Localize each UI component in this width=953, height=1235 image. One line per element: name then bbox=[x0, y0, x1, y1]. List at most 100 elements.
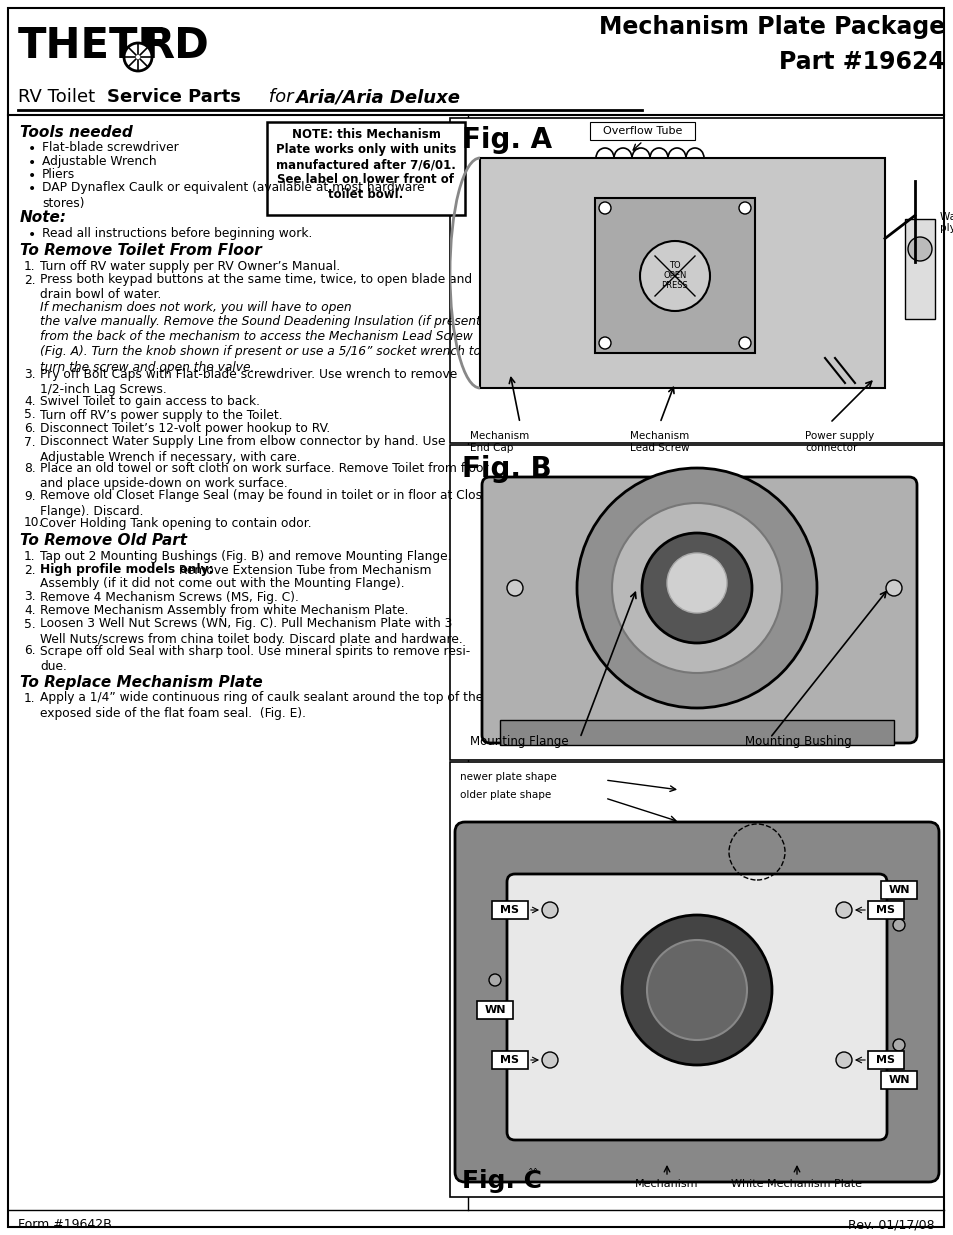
Text: Swivel Toilet to gain access to back.: Swivel Toilet to gain access to back. bbox=[40, 395, 260, 408]
Text: 1.: 1. bbox=[24, 550, 35, 563]
Text: •: • bbox=[28, 183, 36, 196]
Bar bbox=[492, 902, 527, 919]
Text: newer plate shape: newer plate shape bbox=[459, 772, 557, 782]
Text: Scrape off old Seal with sharp tool. Use mineral spirits to remove resi-
due.: Scrape off old Seal with sharp tool. Use… bbox=[40, 645, 470, 673]
Text: Assembly (if it did not come out with the Mounting Flange).: Assembly (if it did not come out with th… bbox=[40, 577, 404, 590]
FancyBboxPatch shape bbox=[455, 823, 938, 1182]
Bar bbox=[595, 198, 754, 353]
Text: WN: WN bbox=[887, 885, 909, 895]
Text: NOTE: this Mechanism
Plate works only with units
manufactured after 7/6/01.
See : NOTE: this Mechanism Plate works only wi… bbox=[275, 128, 456, 201]
Text: DAP Dynaflex Caulk or equivalent (available at most hardware
stores): DAP Dynaflex Caulk or equivalent (availa… bbox=[42, 182, 424, 210]
Text: Note:: Note: bbox=[20, 210, 67, 226]
Text: •: • bbox=[28, 227, 36, 242]
Text: 5.: 5. bbox=[24, 618, 35, 631]
Text: Mechanism Plate Package: Mechanism Plate Package bbox=[598, 15, 944, 40]
Text: 1.: 1. bbox=[24, 692, 35, 704]
Text: Form #19642B: Form #19642B bbox=[18, 1218, 112, 1231]
Text: Loosen 3 Well Nut Screws (WN, Fig. C). Pull Mechanism Plate with 3
Well Nuts/scr: Loosen 3 Well Nut Screws (WN, Fig. C). P… bbox=[40, 618, 462, 646]
Circle shape bbox=[892, 919, 904, 931]
Text: MS: MS bbox=[500, 905, 519, 915]
Bar bbox=[492, 1051, 527, 1070]
Text: 8.: 8. bbox=[24, 462, 35, 475]
Text: Tools needed: Tools needed bbox=[20, 125, 132, 140]
Text: PRESS: PRESS bbox=[661, 282, 688, 290]
Text: Turn off RV water supply per RV Owner’s Manual.: Turn off RV water supply per RV Owner’s … bbox=[40, 261, 340, 273]
Circle shape bbox=[489, 974, 500, 986]
Text: 4.: 4. bbox=[24, 395, 35, 408]
Circle shape bbox=[835, 902, 851, 918]
Text: Remove old Closet Flange Seal (may be found in toilet or in floor at Closet
Flan: Remove old Closet Flange Seal (may be fo… bbox=[40, 489, 494, 517]
Bar bbox=[450, 119, 943, 443]
Text: Part #19624: Part #19624 bbox=[779, 49, 944, 74]
Bar bbox=[476, 1002, 513, 1019]
Circle shape bbox=[621, 915, 771, 1065]
Circle shape bbox=[506, 580, 522, 597]
Text: Pry off Bolt Caps with Flat-blade screwdriver. Use wrench to remove
1/2-inch Lag: Pry off Bolt Caps with Flat-blade screwd… bbox=[40, 368, 456, 396]
Bar bbox=[880, 1071, 916, 1089]
Text: 3.: 3. bbox=[24, 590, 35, 604]
Text: Read all instructions before beginning work.: Read all instructions before beginning w… bbox=[42, 226, 312, 240]
Circle shape bbox=[739, 203, 750, 214]
Text: Turn off RV’s power supply to the Toilet.: Turn off RV’s power supply to the Toilet… bbox=[40, 409, 282, 421]
Text: 6.: 6. bbox=[24, 422, 35, 435]
Text: Remove 4 Mechanism Screws (MS, Fig. C).: Remove 4 Mechanism Screws (MS, Fig. C). bbox=[40, 590, 298, 604]
Circle shape bbox=[646, 940, 746, 1040]
Text: White Mechanism Plate: White Mechanism Plate bbox=[731, 1179, 862, 1189]
Circle shape bbox=[885, 580, 901, 597]
Text: Fig. B: Fig. B bbox=[461, 454, 551, 483]
Text: •: • bbox=[28, 142, 36, 156]
Circle shape bbox=[598, 203, 610, 214]
Text: for: for bbox=[263, 88, 299, 106]
Text: older plate shape: older plate shape bbox=[459, 790, 551, 800]
FancyBboxPatch shape bbox=[506, 874, 886, 1140]
Text: Cover Holding Tank opening to contain odor.: Cover Holding Tank opening to contain od… bbox=[40, 516, 312, 530]
Text: High profile models only:: High profile models only: bbox=[40, 563, 213, 577]
Text: Fig. C: Fig. C bbox=[461, 1170, 541, 1193]
Bar bbox=[880, 881, 916, 899]
Text: If mechanism does not work, you will have to open
the valve manually. Remove the: If mechanism does not work, you will hav… bbox=[40, 300, 485, 373]
Circle shape bbox=[577, 468, 816, 708]
Bar bbox=[450, 762, 943, 1197]
Text: 1.: 1. bbox=[24, 261, 35, 273]
Text: •: • bbox=[28, 169, 36, 183]
Text: Mounting Flange: Mounting Flange bbox=[470, 736, 568, 748]
Circle shape bbox=[666, 553, 726, 613]
Text: 4.: 4. bbox=[24, 604, 35, 618]
Circle shape bbox=[541, 902, 558, 918]
Text: Disconnect Water Supply Line from elbow connector by hand. Use
Adjustable Wrench: Disconnect Water Supply Line from elbow … bbox=[40, 436, 445, 463]
Circle shape bbox=[639, 241, 709, 311]
Circle shape bbox=[541, 1052, 558, 1068]
Text: Adjustable Wrench: Adjustable Wrench bbox=[42, 154, 156, 168]
Bar bbox=[267, 122, 464, 215]
Text: Apply a 1/4” wide continuous ring of caulk sealant around the top of the
exposed: Apply a 1/4” wide continuous ring of cau… bbox=[40, 692, 483, 720]
Text: ˆˆ: ˆˆ bbox=[527, 1170, 538, 1179]
Bar bbox=[867, 1051, 903, 1070]
Text: WN: WN bbox=[484, 1005, 505, 1015]
Text: MS: MS bbox=[876, 905, 895, 915]
Text: MS: MS bbox=[500, 1055, 519, 1065]
Bar bbox=[589, 122, 695, 140]
Bar bbox=[867, 902, 903, 919]
Bar bbox=[479, 158, 884, 388]
Text: MS: MS bbox=[876, 1055, 895, 1065]
Text: WN: WN bbox=[887, 1074, 909, 1086]
Text: 3.: 3. bbox=[24, 368, 35, 382]
Text: Remove Mechanism Assembly from white Mechanism Plate.: Remove Mechanism Assembly from white Mec… bbox=[40, 604, 408, 618]
Text: 6.: 6. bbox=[24, 645, 35, 657]
Circle shape bbox=[124, 43, 152, 70]
Bar bbox=[450, 445, 943, 760]
Text: TO: TO bbox=[668, 262, 680, 270]
Circle shape bbox=[835, 1052, 851, 1068]
Text: Fig. A: Fig. A bbox=[461, 126, 552, 154]
Text: To Remove Toilet From Floor: To Remove Toilet From Floor bbox=[20, 243, 261, 258]
Text: Disconnect Toilet’s 12-volt power hookup to RV.: Disconnect Toilet’s 12-volt power hookup… bbox=[40, 422, 330, 435]
Text: Remove Extension Tube from Mechanism: Remove Extension Tube from Mechanism bbox=[174, 563, 431, 577]
Circle shape bbox=[892, 1039, 904, 1051]
Text: Power supply
connector: Power supply connector bbox=[804, 431, 873, 452]
Text: Aria/Aria Deluxe: Aria/Aria Deluxe bbox=[294, 88, 459, 106]
Text: Flat-blade screwdriver: Flat-blade screwdriver bbox=[42, 141, 178, 154]
Text: THETF: THETF bbox=[18, 25, 167, 67]
Text: Place an old towel or soft cloth on work surface. Remove Toilet from floor
and p: Place an old towel or soft cloth on work… bbox=[40, 462, 488, 490]
Text: Mechanism
Lead Screw: Mechanism Lead Screw bbox=[629, 431, 689, 452]
Text: RD: RD bbox=[142, 25, 209, 67]
